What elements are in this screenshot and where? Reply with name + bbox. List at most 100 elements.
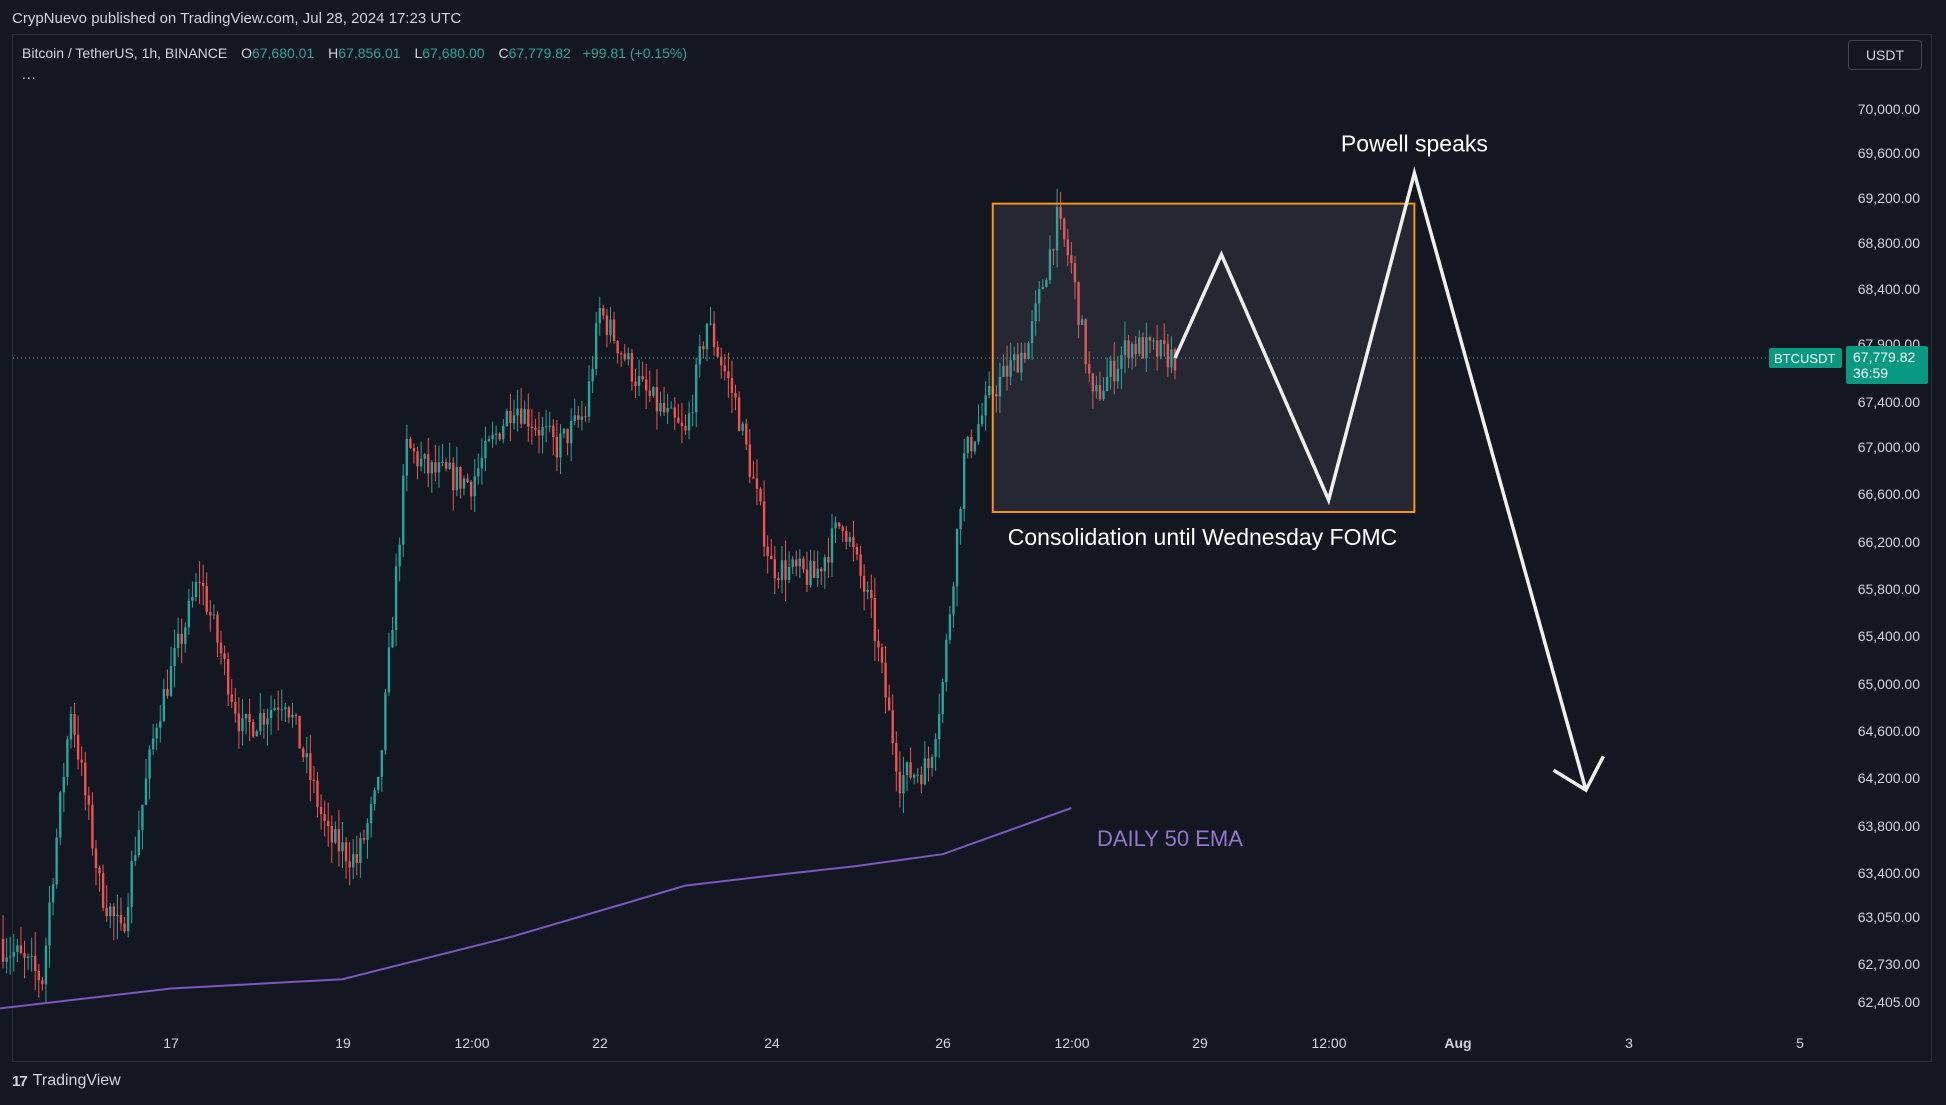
candle-body <box>537 429 541 436</box>
candle-body <box>184 627 187 644</box>
candle-body <box>62 776 66 793</box>
candle-body <box>598 308 601 324</box>
candle-body <box>1105 376 1109 391</box>
time-axis[interactable]: 17 19 12:00 22 24 26 12:00 29 12:00 Aug 3 5 <box>163 1035 1804 1051</box>
candle-body <box>412 447 416 452</box>
candle-body <box>966 436 969 454</box>
candle-body <box>1034 303 1037 322</box>
candle-body <box>684 425 687 431</box>
tradingview-logo-icon[interactable]: 17 <box>12 1072 28 1090</box>
candle-body <box>952 586 955 615</box>
candle-body <box>109 906 112 917</box>
candle-body <box>334 829 337 843</box>
time-tick-label: 19 <box>335 1035 351 1051</box>
candle-body <box>430 462 434 474</box>
candle-body <box>226 658 230 695</box>
price-tick-label: 70,000.00 <box>1858 101 1920 117</box>
candle-body <box>837 522 841 527</box>
candle-body <box>477 468 480 477</box>
candle-body <box>173 648 176 667</box>
symbol-title[interactable]: Bitcoin / TetherUS, 1h, BINANCE <box>22 45 228 61</box>
price-tick-label: 68,400.00 <box>1858 281 1920 297</box>
candle-body <box>1091 373 1095 392</box>
candle-body <box>262 713 266 725</box>
candle-body <box>327 820 330 827</box>
candle-body <box>205 585 208 612</box>
candle-body <box>748 444 752 477</box>
candle-body <box>359 838 362 863</box>
consolidation-box[interactable] <box>991 202 1416 513</box>
candle-body <box>398 544 401 567</box>
candle-body <box>255 731 258 737</box>
candle-body <box>373 790 376 804</box>
candle-body <box>666 407 669 413</box>
ema-layer: DAILY 50 EMA <box>0 807 1243 1010</box>
candle-body <box>130 860 133 907</box>
candle-body <box>423 454 426 459</box>
candle-body <box>12 952 15 957</box>
candle-body <box>870 589 873 599</box>
candle-body <box>784 560 787 580</box>
candle-body <box>1059 206 1062 219</box>
footer-brand[interactable]: TradingView <box>32 1072 121 1089</box>
price-tick-label: 63,800.00 <box>1858 818 1920 834</box>
candle-body <box>459 467 462 489</box>
candle-body <box>845 530 848 542</box>
candle-body <box>930 756 934 768</box>
projection-path[interactable] <box>1173 166 1588 791</box>
more-indicators-icon[interactable]: ... <box>22 66 37 82</box>
candle-body <box>884 662 887 698</box>
candle-body <box>187 600 191 628</box>
candle-body <box>1005 365 1009 377</box>
candle-body <box>1127 340 1130 358</box>
candle-body <box>237 713 241 732</box>
time-tick-label: 12:00 <box>1311 1035 1346 1051</box>
candle-body <box>19 945 23 954</box>
consolidation-label: Consolidation until Wednesday FOMC <box>1008 524 1397 550</box>
candle-body <box>377 776 380 791</box>
candle-body <box>791 559 794 567</box>
candle-body <box>720 356 723 366</box>
candle-body <box>409 438 412 448</box>
candle-body <box>652 387 655 396</box>
candle-body <box>780 560 784 581</box>
candle-body <box>55 837 58 885</box>
candle-body <box>259 713 262 732</box>
candle-body <box>820 568 823 572</box>
price-tick-label: 63,400.00 <box>1858 865 1920 881</box>
ohlc-legend: Bitcoin / TetherUS, 1h, BINANCE O67,680.… <box>22 45 687 61</box>
candle-body <box>105 907 108 917</box>
candle-body <box>559 433 562 458</box>
time-tick-label: 22 <box>592 1035 608 1051</box>
candle-body <box>1027 343 1030 360</box>
candle-body <box>648 390 651 396</box>
candle-body <box>555 437 559 458</box>
high-label: H <box>328 45 339 61</box>
candle-body <box>284 707 287 710</box>
candle-body <box>987 385 991 396</box>
candle-body <box>1102 390 1105 400</box>
candle-body <box>316 780 319 807</box>
candle-body <box>516 408 519 416</box>
candle-body <box>312 779 316 781</box>
candle-body <box>727 371 730 378</box>
candle-body <box>759 488 762 502</box>
candle-body <box>394 566 398 631</box>
currency-button[interactable]: USDT <box>1848 40 1922 70</box>
price-tick-label: 62,405.00 <box>1858 994 1920 1010</box>
candle-body <box>437 462 441 473</box>
time-tick-label: 5 <box>1796 1035 1804 1051</box>
price-axis[interactable]: 62,405.00 62,730.00 63,050.00 63,400.00 63,8… <box>1858 101 1920 1010</box>
candle-body <box>230 694 233 702</box>
candle-body <box>209 611 212 616</box>
candle-body <box>98 867 101 874</box>
candle-body <box>241 718 244 732</box>
candle-body <box>941 682 944 715</box>
candle-body <box>1052 249 1055 251</box>
candle-body <box>9 956 12 958</box>
candle-body <box>309 753 312 780</box>
candle-body <box>937 714 941 740</box>
candle-body <box>973 441 977 452</box>
candle-body <box>166 689 169 696</box>
